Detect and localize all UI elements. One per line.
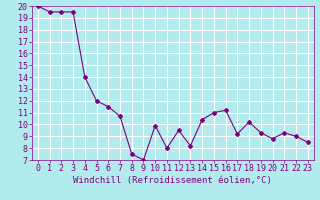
X-axis label: Windchill (Refroidissement éolien,°C): Windchill (Refroidissement éolien,°C) bbox=[73, 176, 272, 185]
